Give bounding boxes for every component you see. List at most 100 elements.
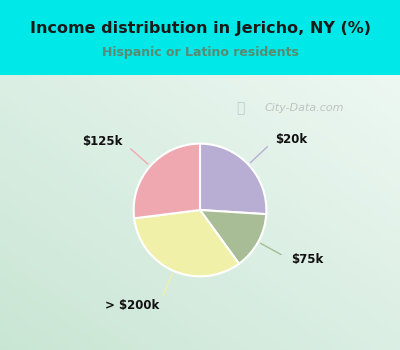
Bar [373,295,380,300]
Bar [100,300,107,304]
Bar [120,313,127,318]
Bar [253,148,260,153]
Bar [360,295,367,300]
Bar [87,341,93,345]
Bar [93,286,100,290]
Bar [80,245,87,249]
Bar [347,286,353,290]
Bar [140,117,147,121]
Bar [353,208,360,212]
Bar [320,117,327,121]
Bar [193,272,200,277]
Bar [180,222,187,226]
Bar [147,103,153,107]
Bar [233,277,240,281]
Bar [7,103,13,107]
Bar [240,236,247,240]
Wedge shape [134,144,200,218]
Bar [107,345,113,350]
Bar [20,258,27,263]
Bar [293,245,300,249]
Bar [60,254,67,258]
Bar [33,75,40,80]
Bar [353,245,360,249]
Bar [100,176,107,181]
Bar [200,112,207,117]
Bar [387,190,393,194]
Bar [100,148,107,153]
Bar [373,231,380,236]
Bar [27,139,33,144]
Bar [367,345,373,350]
Bar [273,272,280,277]
Bar [67,107,73,112]
Bar [193,341,200,345]
Bar [80,332,87,336]
Bar [53,139,60,144]
Bar [313,208,320,212]
Bar [133,263,140,267]
Bar [153,153,160,158]
Bar [133,194,140,199]
Bar [360,281,367,286]
Bar [200,190,207,194]
Bar [120,341,127,345]
Bar [60,332,67,336]
Bar [80,217,87,222]
Bar [347,153,353,158]
Bar [127,286,133,290]
Bar [93,336,100,341]
Bar [333,345,340,350]
Bar [300,272,307,277]
Bar [227,290,233,295]
Bar [107,336,113,341]
Bar [87,121,93,126]
Bar [147,304,153,309]
Bar [280,222,287,226]
Bar [260,323,267,327]
Bar [53,190,60,194]
Bar [313,185,320,190]
Bar [93,245,100,249]
Bar [160,290,167,295]
Bar [153,167,160,172]
Bar [80,80,87,84]
Bar [240,176,247,181]
Bar [193,231,200,236]
Bar [173,267,180,272]
Bar [107,212,113,217]
Bar [193,254,200,258]
Bar [280,304,287,309]
Bar [360,208,367,212]
Bar [160,181,167,185]
Bar [280,158,287,162]
Bar [107,313,113,318]
Bar [300,258,307,263]
Bar [20,212,27,217]
Bar [313,172,320,176]
Bar [307,117,313,121]
Bar [173,84,180,89]
Bar [387,226,393,231]
Bar [180,226,187,231]
Bar [67,263,73,267]
Bar [20,80,27,84]
Bar [340,203,347,208]
Bar [273,345,280,350]
Bar [220,304,227,309]
Bar [320,98,327,103]
Bar [213,267,220,272]
Bar [60,89,67,93]
Bar [73,267,80,272]
Bar [80,112,87,117]
Bar [333,135,340,139]
Bar [373,245,380,249]
Bar [60,112,67,117]
Bar [127,272,133,277]
Bar [247,103,253,107]
Bar [307,144,313,148]
Bar [113,267,120,272]
Bar [280,295,287,300]
Bar [373,290,380,295]
Bar [53,112,60,117]
